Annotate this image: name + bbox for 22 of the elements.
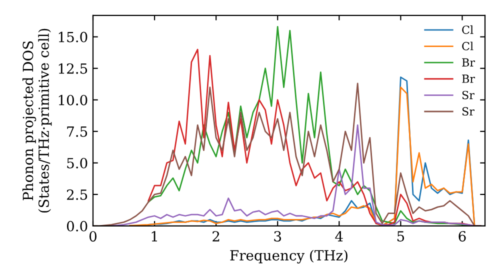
y-tick-label: 10.0 (58, 94, 88, 106)
y-tick-label: 7.5 (67, 126, 88, 137)
legend-label: Sr (462, 107, 474, 116)
x-tick-label: 3 (274, 231, 282, 242)
legend-label: Sr (462, 90, 474, 100)
x-tick-label: 2 (212, 231, 220, 242)
x-tick-label: 0 (89, 231, 96, 242)
x-tick-label: 5 (397, 231, 404, 242)
legend-label: Cl (462, 42, 474, 50)
y-tick-label: 2.5 (66, 189, 88, 200)
legend-label: Br (462, 58, 475, 66)
legend-label: Br (462, 74, 475, 83)
y-axis-title: Phonon projected DOS (States/THz·primitive cell) (22, 28, 52, 213)
x-tick-label: 6 (458, 231, 466, 242)
y-tick-label: 0.0 (66, 220, 88, 232)
x-tick-label: 4 (335, 231, 343, 242)
x-tick-label: 1 (152, 231, 157, 242)
x-axis-title: Frequency (THz) (230, 250, 348, 264)
y-tick-label: 15.0 (58, 32, 88, 42)
y-tick-label: 5.0 (67, 158, 88, 168)
y-tick-label: 12.5 (58, 63, 88, 74)
legend-label: Cl (462, 25, 474, 34)
